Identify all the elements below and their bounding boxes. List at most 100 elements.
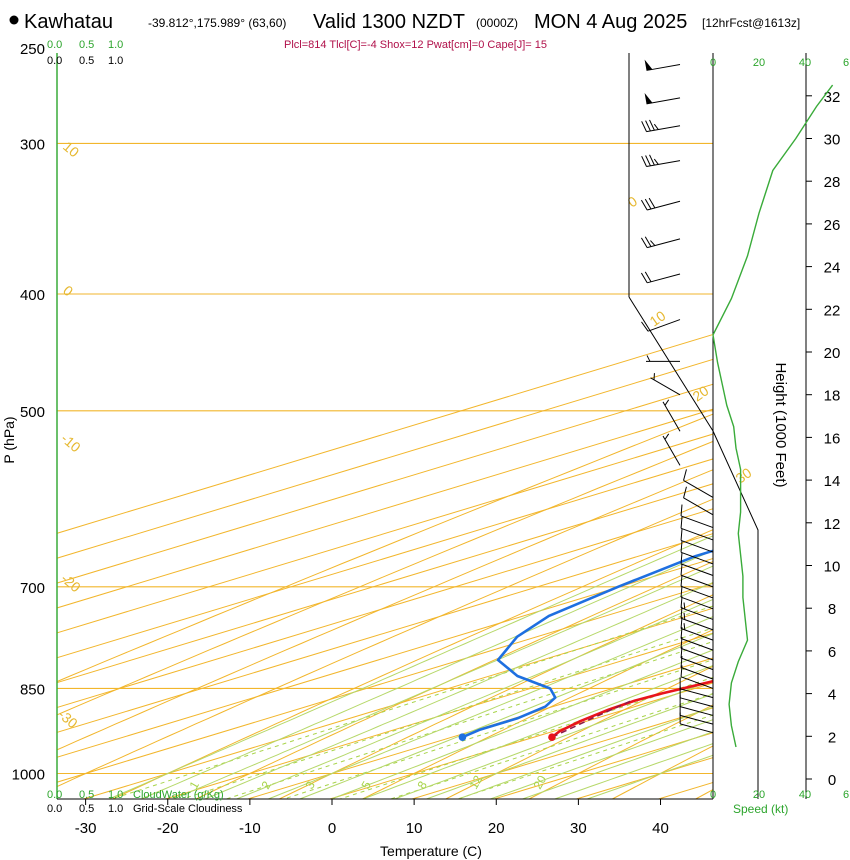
height-tick-label: 10 [824,559,841,576]
barb-feather [680,627,683,639]
forecast-run: [12hrFcst@1613z] [702,16,800,30]
wind-barb [644,59,681,71]
barb-feather [641,321,649,332]
speed-tick-top: 0 [710,57,716,69]
speed-axis-ticks: 0 20 40 6 0 20 40 6 [710,57,849,801]
moist-adiabat-line [553,743,713,799]
x-tick-label: 20 [488,820,505,837]
isotherm-line [57,333,713,534]
height-tick-label: 14 [824,473,841,490]
barb-staff [680,585,714,599]
barb-staff [680,527,714,541]
wind-barb [679,712,714,734]
isotherm-line [57,383,713,584]
barb-feather [664,399,670,406]
barb-feather [680,606,683,619]
pressure-tick-label: 850 [20,681,45,698]
speed-axis-label: Speed (kt) [733,802,788,816]
barb-feather [683,623,686,630]
barb-feather [680,540,683,553]
height-tick-label: 0 [828,772,836,789]
moist-adiabat-line [171,565,713,799]
wind-barb [641,119,681,133]
dry-adiabat-line [57,498,713,788]
mixing-ratio-line [110,605,713,799]
valid-time: Valid 1300 NZDT [313,11,465,33]
moist-adiabat-line [107,535,713,799]
sounding-profiles [458,549,713,742]
height-tick-label: 12 [824,516,841,533]
height-tick-label: 6 [828,644,836,661]
barb-feather [680,516,683,529]
dry-adiabat-line [57,440,713,716]
x-tick-label: 40 [652,820,669,837]
moist-adiabat-line [361,664,713,799]
isotherm-label: -20 [58,570,84,595]
wind-barb [662,433,681,466]
barb-staff [683,479,714,498]
height-tick-label: 2 [828,729,836,746]
isotherm-label: 0 [60,282,76,299]
pressure-tick-label: 300 [20,136,45,153]
height-tick-label: 32 [824,89,841,106]
dry-adiabat-line [444,665,713,799]
barb-staff [680,667,714,680]
height-tick-label: 26 [824,217,841,234]
speed-tick-bottom: 0 [710,789,716,801]
barb-staff [680,607,714,620]
barb-staff [680,596,714,610]
height-tick-label: 24 [824,260,841,277]
cloudiness-tick-bottom: 0.5 [79,803,94,815]
height-tick-label: 20 [824,345,841,362]
moist-adiabat-line [456,706,713,799]
isotherm-line [57,582,713,783]
temperature-profile-line [551,679,713,739]
barb-feather [680,529,683,541]
wind-barb [641,154,681,168]
cloud-water-tick-bottom: 0.5 [79,789,94,801]
wind-barb [680,665,714,689]
isotherm-label: -30 [55,706,81,731]
pressure-tick-label: 400 [20,287,45,304]
barb-staff [647,273,681,284]
x-tick-label: 0 [328,820,336,837]
barb-feather [680,574,683,587]
wind-barb [680,617,714,641]
cloudiness-tick-bottom: 1.0 [108,803,123,815]
dry-adiabat-label: 10 [647,307,669,329]
wind-barb [680,585,714,610]
isotherm-line [246,657,713,799]
barb-feather [680,504,683,516]
wind-barb [680,516,714,541]
isotherm-label: 10 [60,138,82,160]
barb-staff [680,706,714,716]
isotherm-label: -10 [58,430,84,455]
barb-pennant [644,59,653,71]
cloud-water-tick-bottom: 0.0 [47,789,62,801]
height-tick-label: 8 [828,601,836,618]
wind-barb [680,627,714,651]
barb-staff [680,638,714,651]
barb-feather [646,355,651,362]
cloud-water-label: CloudWater (g/Kg) [133,789,224,801]
barb-staff [680,515,714,529]
wind-barb [641,319,681,332]
utc-time: (0000Z) [476,16,518,30]
wind-barb [683,486,714,516]
terrain-boundary [628,296,759,799]
wind-barb [646,355,680,362]
barb-feather [644,236,652,247]
pressure-tick-label: 500 [20,404,45,421]
isotherm-line [57,557,713,758]
barb-feather [649,119,655,131]
dry-adiabat-line [111,529,713,799]
speed-tick-bottom: 40 [799,789,811,801]
mixing-ratio-label: 20 [530,773,549,792]
dry-adiabat-line [611,745,713,799]
wind-barb [680,656,714,680]
barb-staff [646,125,681,133]
wind-barb [680,529,714,553]
wind-barb [680,574,714,599]
location-coords: -39.812°,175.989° (63,60) [148,16,286,30]
